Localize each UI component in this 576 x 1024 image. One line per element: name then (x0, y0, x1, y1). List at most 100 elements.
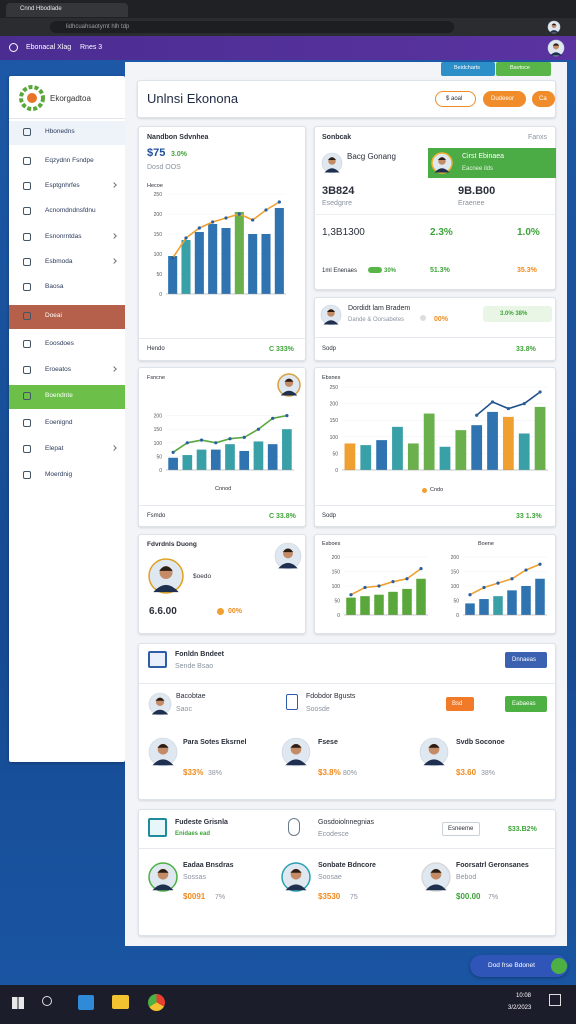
bar (168, 256, 178, 294)
button[interactable]: Eabaeas (512, 701, 536, 707)
y-tick-label: 0 (159, 468, 162, 474)
bar (225, 444, 235, 470)
avatar-hair (157, 868, 169, 873)
trend-line (469, 563, 541, 596)
buttons[interactable]: Dudeeor (491, 96, 515, 102)
browser-icon[interactable] (148, 994, 165, 1011)
bar (439, 446, 451, 470)
avatar (281, 737, 311, 767)
label: Eraenee (458, 200, 485, 207)
tab[interactable] (6, 3, 128, 17)
search-icon[interactable] (42, 996, 52, 1006)
y-tick-label: 150 (332, 570, 341, 576)
taskbar (0, 985, 576, 1024)
brand: Ekorgadtoa (50, 94, 91, 103)
icon (286, 694, 298, 710)
y-tick-label: 150 (154, 427, 163, 433)
divider (138, 338, 306, 339)
top-buttons[interactable]: Beidcharts (454, 65, 480, 71)
name: Eadaa Bnsdras (183, 862, 234, 869)
title: Fudeste Grisnla (175, 819, 228, 826)
button[interactable]: Dnnaeas (512, 657, 537, 663)
tab[interactable]: Cnnd Hbodlade (20, 6, 62, 12)
items[interactable]: Boendnte (45, 392, 73, 399)
home-item[interactable] (9, 121, 125, 145)
date: 3/2/2023 (508, 1005, 532, 1011)
sub: Saoc (176, 706, 192, 713)
buttons[interactable]: $ aoal (446, 96, 463, 102)
start-icon[interactable] (12, 997, 24, 1009)
items[interactable]: Eoosdoes (45, 340, 74, 347)
line-point (506, 406, 510, 411)
footer: Sodp (322, 513, 337, 519)
url[interactable]: lidhcuahsaotyrnt hlh tdp (66, 24, 130, 30)
y-tick-label: 200 (330, 402, 339, 408)
label: Esedgnre (322, 200, 352, 207)
bar: 30% (384, 268, 397, 274)
avatar (321, 152, 343, 174)
items[interactable]: Baosa (45, 283, 64, 290)
avatar (547, 39, 565, 57)
card (138, 809, 556, 936)
y-tick-label: 200 (332, 555, 341, 561)
items[interactable]: Eroeatos (45, 366, 72, 373)
app-icon[interactable] (78, 995, 94, 1010)
avatar-body (323, 320, 339, 325)
chart: 0 50 100 150 200 (154, 414, 294, 474)
items[interactable]: Doeai (45, 312, 62, 319)
line-point (184, 236, 188, 240)
items[interactable]: Hbonedns (45, 128, 75, 135)
name: Bacg Gonang (347, 152, 396, 161)
button[interactable] (532, 91, 555, 107)
avatar-hair (428, 743, 440, 748)
items[interactable]: Acnomdndnsfdnu (45, 207, 96, 214)
y-tick-label: 50 (334, 599, 340, 605)
sub: Dosd OOS (147, 164, 181, 171)
active-item[interactable] (9, 305, 125, 329)
title: Ebonacal Xlag (26, 44, 72, 51)
top-button[interactable] (496, 62, 551, 76)
button[interactable] (483, 91, 526, 107)
line-point (475, 413, 479, 417)
avatar (148, 558, 184, 594)
url-field[interactable] (50, 21, 454, 33)
top-buttons[interactable]: Bavtoce (510, 65, 530, 71)
divider (314, 214, 556, 215)
folder-icon[interactable] (112, 995, 129, 1009)
value: 3B824 (322, 185, 355, 197)
button[interactable] (435, 91, 476, 107)
active-item[interactable] (9, 385, 125, 409)
avatar-body (280, 390, 298, 396)
bar (507, 590, 517, 615)
progress (368, 267, 382, 273)
fab[interactable]: Dod frse Bdonet (488, 962, 535, 969)
items[interactable]: Esptgnhrfes (45, 182, 80, 189)
items[interactable]: Moerdnig (45, 471, 73, 478)
buttons[interactable]: Ca (539, 96, 547, 102)
stat: $75 (147, 147, 166, 159)
notification-icon[interactable] (549, 994, 561, 1006)
line-point (538, 562, 542, 566)
button[interactable] (505, 696, 547, 712)
line-point (171, 450, 175, 454)
items[interactable]: Eqzydnn Fsndpe (45, 157, 94, 164)
bar (518, 433, 530, 470)
items[interactable]: Eoenignd (45, 419, 73, 426)
icon (288, 818, 300, 836)
menu-icon (23, 445, 31, 453)
tag: Bsd (452, 701, 463, 707)
items[interactable]: Esnonrntdas (45, 233, 82, 240)
top-button[interactable] (441, 62, 495, 76)
menu-icon (23, 471, 31, 479)
items[interactable]: Elepat (45, 445, 64, 452)
avatar-hair (327, 309, 335, 312)
button[interactable]: Esneeme (448, 826, 474, 832)
y-tick-label: 100 (330, 435, 339, 441)
avatar-body (152, 884, 174, 891)
fab[interactable] (470, 955, 568, 977)
button[interactable] (442, 822, 480, 836)
button[interactable] (505, 652, 547, 668)
items[interactable]: Esbmoda (45, 258, 73, 265)
bar (487, 411, 498, 470)
